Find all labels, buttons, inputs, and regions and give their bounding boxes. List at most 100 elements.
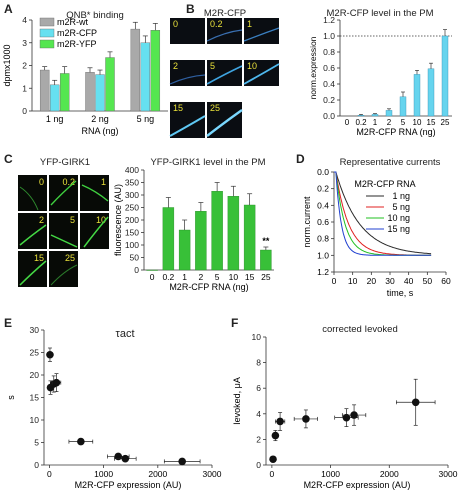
y-axis-title: fluorescence (AU) (113, 184, 123, 256)
y-tick-label: 300 (125, 190, 139, 200)
y-tick-label: 50 (130, 253, 140, 263)
x-tick-label: 2 (199, 272, 204, 282)
y-tick-label: 0.0 (323, 111, 335, 121)
micrograph-tile: 10 (80, 213, 109, 249)
tile-label: 1 (100, 177, 106, 187)
y-tick-label: 0.0 (317, 167, 329, 177)
x-tick-label: 10 (229, 272, 239, 282)
legend-label: 5 ng (392, 202, 410, 212)
legend-label: 1 ng (392, 191, 410, 201)
y-tick-label: 0.8 (317, 234, 329, 244)
x-tick-label: 15 (245, 272, 255, 282)
panel-b-image-title: M2R-CFP (203, 8, 247, 19)
tile-label: 5 (210, 61, 216, 71)
data-point (411, 398, 420, 407)
micrograph-tile: 25 (49, 251, 78, 287)
y-tick-label: 0.6 (323, 63, 335, 73)
x-tick-label: 2000 (148, 469, 167, 479)
panel-f-title: corrected Ievoked (322, 324, 398, 335)
y-tick-label: 1.2 (323, 15, 335, 25)
micrograph-tile: 5 (49, 213, 78, 249)
data-point (121, 454, 130, 463)
y-tick-label: 5 (34, 438, 39, 448)
x-tick-label: 5 ng (137, 114, 155, 124)
x-axis-title: RNA (ng) (81, 126, 118, 136)
y-tick-label: 0.8 (323, 47, 335, 57)
x-tick-label: 25 (441, 118, 450, 127)
tile-label: 2 (173, 61, 179, 71)
y-tick-label: 4 (256, 409, 261, 419)
data-point (77, 437, 85, 446)
y-tick-label: 1.2 (317, 267, 329, 277)
x-tick-label: 2 (387, 118, 392, 127)
x-tick-label: 0 (345, 118, 350, 127)
legend-label: m2R-YFP (57, 39, 97, 49)
x-tick-label: 5 (215, 272, 220, 282)
y-tick-label: 1.0 (317, 250, 329, 260)
data-point (342, 413, 351, 422)
y-axis-title: Ievoked, μA (232, 377, 242, 425)
x-tick-label: 1 (373, 118, 378, 127)
micrograph-tile: 0 (170, 18, 205, 44)
y-tick-label: 30 (30, 325, 40, 335)
y-tick-label: 10 (252, 332, 262, 342)
panel-a-title: QNB* binding (66, 10, 124, 21)
x-axis-title: M2R-CFP expression (AU) (75, 480, 182, 490)
tile-label: 2 (38, 215, 44, 225)
micrograph-tile: 1 (244, 18, 279, 44)
y-axis-title: dpmx1000 (2, 44, 12, 86)
x-tick-label: 10 (413, 118, 422, 127)
x-tick-label: 2 ng (91, 114, 109, 124)
x-tick-label: 1 (182, 272, 187, 282)
data-point (46, 350, 54, 359)
data-point (302, 415, 310, 423)
y-tick-label: 0 (256, 460, 261, 470)
x-tick-label: 25 (261, 272, 271, 282)
x-tick-label: 30 (385, 276, 395, 286)
micrograph-tile: 1 (80, 175, 109, 211)
panel-label-e: E (4, 316, 13, 330)
panel-label-b: B (186, 2, 195, 16)
panel-label-c: C (4, 152, 13, 166)
y-tick-label: 0 (22, 106, 27, 116)
legend-swatch (39, 39, 55, 49)
panel-label-f: F (231, 316, 239, 330)
tile-label: 10 (247, 61, 258, 71)
micrograph-tile: 0 (18, 175, 47, 211)
y-tick-label: 6 (256, 383, 261, 393)
bar (146, 269, 158, 271)
y-tick-label: 0.4 (317, 200, 329, 210)
y-tick-label: 3 (22, 38, 27, 48)
y-tick-label: 250 (125, 203, 139, 213)
y-tick-label: 400 (125, 165, 139, 175)
tile-label: 25 (210, 103, 221, 113)
x-axis-title: time, s (387, 288, 414, 298)
x-tick-label: 60 (441, 276, 451, 286)
y-tick-label: 1 (22, 83, 27, 93)
y-tick-label: 150 (125, 228, 139, 238)
panel-d-title: Representative currents (339, 157, 441, 168)
tile-label: 0 (173, 19, 179, 29)
y-tick-label: 25 (30, 348, 40, 358)
panel-c-image-title: YFP-GIRK1 (39, 157, 91, 168)
legend-title: M2R-CFP RNA (354, 179, 415, 189)
y-tick-label: 20 (30, 370, 40, 380)
x-tick-label: 0.2 (162, 272, 174, 282)
y-tick-label: 100 (125, 240, 139, 250)
tile-label: 25 (64, 253, 75, 263)
y-axis-title: s (6, 395, 16, 400)
tile-label: 0 (38, 177, 44, 187)
x-axis-title: M2R-CFP RNA (ng) (356, 127, 435, 137)
legend-label: 15 ng (387, 224, 410, 234)
tile-label: 0.2 (210, 19, 223, 29)
series-line (334, 171, 432, 255)
y-tick-label: 350 (125, 178, 139, 188)
x-axis-title: M2R-CFP RNA (ng) (169, 282, 248, 292)
data-point (271, 431, 280, 440)
panel-e-title: τact (115, 328, 135, 340)
